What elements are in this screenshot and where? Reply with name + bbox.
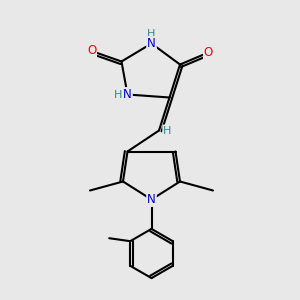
Text: H: H [163,125,172,136]
Text: O: O [87,44,96,58]
Text: O: O [204,46,213,59]
Text: H: H [114,89,123,100]
Text: N: N [123,88,132,101]
Text: N: N [147,37,156,50]
Text: H: H [147,29,156,40]
Text: N: N [147,193,156,206]
